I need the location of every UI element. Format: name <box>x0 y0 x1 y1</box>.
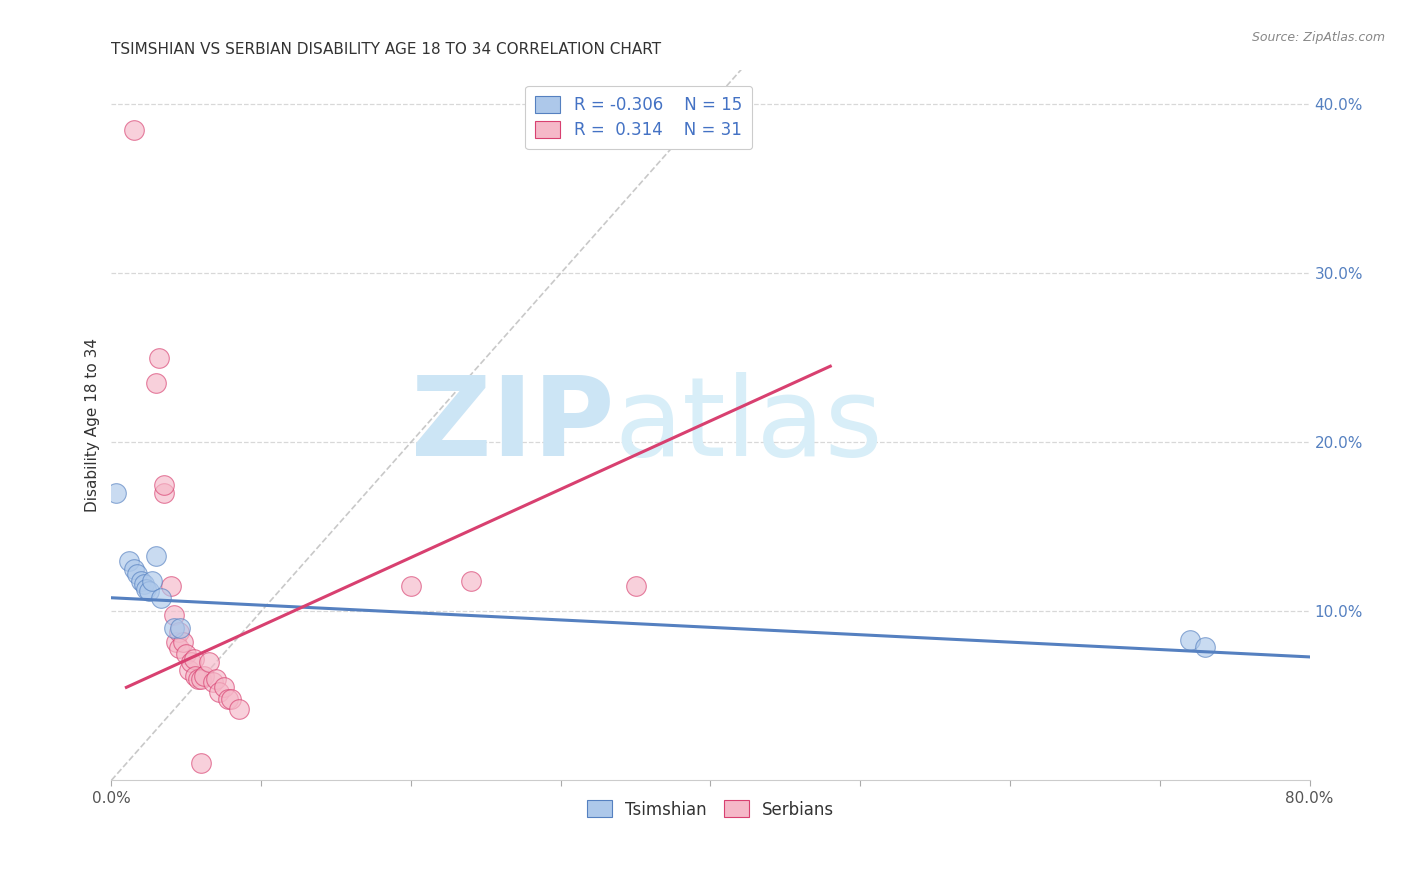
Point <box>122 562 145 576</box>
Point <box>148 351 170 365</box>
Point <box>135 582 157 597</box>
Point <box>167 624 190 639</box>
Point <box>1194 640 1216 654</box>
Point <box>208 685 231 699</box>
Point <box>212 681 235 695</box>
Point <box>122 122 145 136</box>
Point <box>145 549 167 563</box>
Point <box>163 607 186 622</box>
Point <box>131 574 153 588</box>
Point <box>184 668 207 682</box>
Point <box>141 574 163 588</box>
Point <box>202 675 225 690</box>
Point <box>172 634 194 648</box>
Point <box>138 584 160 599</box>
Point <box>134 577 156 591</box>
Point <box>228 702 250 716</box>
Point <box>190 672 212 686</box>
Point <box>624 579 647 593</box>
Text: ZIP: ZIP <box>411 372 614 479</box>
Point <box>169 621 191 635</box>
Point <box>174 647 197 661</box>
Point <box>399 579 422 593</box>
Legend: Tsimshian, Serbians: Tsimshian, Serbians <box>581 794 841 825</box>
Point <box>160 579 183 593</box>
Y-axis label: Disability Age 18 to 34: Disability Age 18 to 34 <box>86 338 100 512</box>
Point <box>153 477 176 491</box>
Point <box>165 634 187 648</box>
Point <box>104 486 127 500</box>
Point <box>190 756 212 771</box>
Point <box>118 553 141 567</box>
Point <box>179 664 201 678</box>
Text: atlas: atlas <box>614 372 883 479</box>
Point <box>180 655 202 669</box>
Text: Source: ZipAtlas.com: Source: ZipAtlas.com <box>1251 31 1385 45</box>
Point <box>125 567 148 582</box>
Point <box>163 621 186 635</box>
Point <box>193 668 215 682</box>
Point <box>460 574 482 588</box>
Point <box>183 651 205 665</box>
Point <box>205 672 228 686</box>
Point <box>149 591 172 605</box>
Point <box>219 692 242 706</box>
Point <box>197 655 219 669</box>
Point <box>1178 633 1201 648</box>
Point <box>145 376 167 390</box>
Point <box>187 672 209 686</box>
Text: TSIMSHIAN VS SERBIAN DISABILITY AGE 18 TO 34 CORRELATION CHART: TSIMSHIAN VS SERBIAN DISABILITY AGE 18 T… <box>111 42 662 57</box>
Point <box>153 486 176 500</box>
Point <box>167 641 190 656</box>
Point <box>217 692 239 706</box>
